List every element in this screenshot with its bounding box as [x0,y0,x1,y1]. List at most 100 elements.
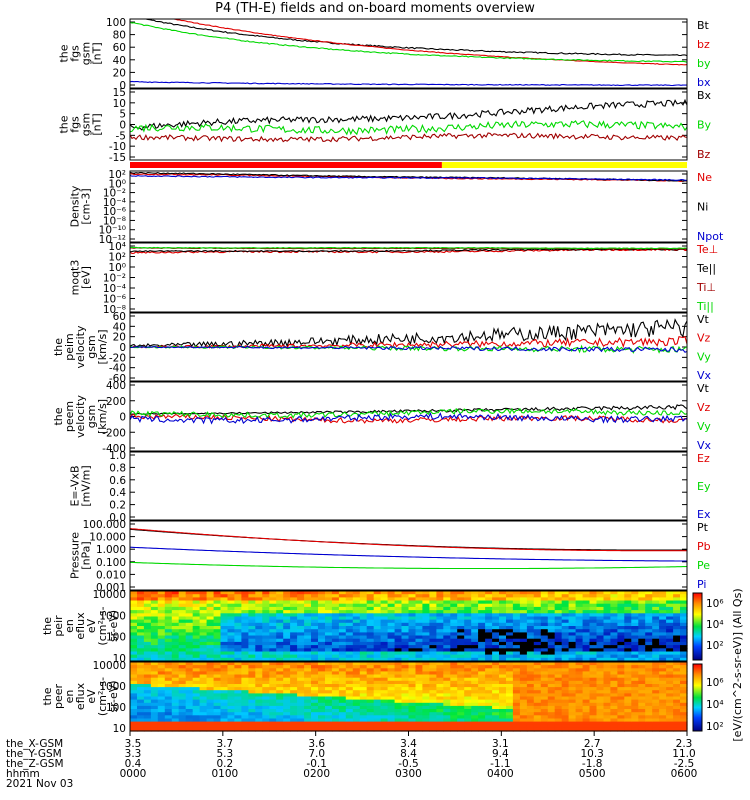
heatmap-cell [680,705,688,710]
heatmap-cell [603,715,612,719]
heatmap-cell [478,671,486,676]
heatmap-cell [220,613,229,618]
heatmap-cell [283,610,291,614]
heatmap-cell [422,632,430,637]
heatmap-cell [185,610,194,614]
heatmap-cell [464,641,472,646]
heatmap-cell [373,684,382,688]
heatmap-cell [638,712,646,716]
heatmap-cell [680,619,688,624]
heatmap-cell [345,616,354,621]
heatmap-cell [331,699,340,704]
heatmap-cell [248,610,256,614]
heatmap-cell [373,727,382,732]
heatmap-cell [234,724,242,729]
heatmap-cell [366,603,375,608]
heatmap-cell [554,687,563,691]
heatmap-cell [589,702,598,707]
heatmap-cell [554,626,563,630]
heatmap-cell [561,693,570,698]
heatmap-cell [673,626,681,630]
heatmap-cell [206,651,215,656]
heatmap-cell [659,654,667,659]
heatmap-cell [227,665,236,669]
heatmap-cell [297,705,305,710]
heatmap-cell [519,718,528,723]
heatmap-cell [408,645,417,649]
heatmap-cell [311,635,319,640]
heatmap-cell [617,705,625,710]
heatmap-cell [227,690,236,694]
heatmap-cell [290,597,298,602]
heatmap-cell [596,724,605,729]
heatmap-cell [171,680,180,685]
heatmap-cell [436,591,444,595]
heatmap-cell [150,616,159,621]
heatmap-cell [582,622,591,627]
heatmap-cell [269,709,277,713]
heatmap-cell [164,690,173,694]
heatmap-cell [164,727,173,732]
heatmap-cell [492,619,500,624]
heatmap-cell [213,662,222,666]
heatmap-cell [617,606,625,611]
heatmap-cell [199,613,208,618]
heatmap-cell [499,606,507,611]
heatmap-cell [485,680,493,685]
heatmap-cell [666,616,674,621]
heatmap-cell [157,674,166,679]
heatmap-cell [506,709,514,713]
heatmap-cell [443,648,451,653]
heatmap-cell [352,657,361,662]
heatmap-cell [352,597,361,602]
heatmap-cell [401,680,410,685]
heatmap-cell [443,674,451,679]
heatmap-cell [554,690,563,694]
heatmap-cell [408,687,417,691]
heatmap-cell [359,651,368,656]
heatmap-cell [526,705,535,710]
heatmap-cell [429,626,437,630]
heatmap-cell [589,606,598,611]
heatmap-cell [248,705,256,710]
heatmap-cell [624,724,632,729]
heatmap-cell [276,600,284,605]
heatmap-cell [673,702,681,707]
heatmap-cell [582,619,591,624]
heatmap-cell [227,600,236,605]
heatmap-cell [157,591,166,595]
heatmap-cell [680,641,688,646]
heatmap-cell [436,684,444,688]
heatmap-cell [359,610,368,614]
heatmap-cell [137,668,145,672]
heatmap-cell [575,690,584,694]
heatmap-cell [673,610,681,614]
heatmap-cell [533,671,542,676]
heatmap-cell [234,693,242,698]
heatmap-cell [325,638,333,643]
heatmap-cell [401,613,410,618]
heatmap-cell [478,690,486,694]
heatmap-cell [150,654,159,659]
heatmap-cell [401,603,410,608]
heatmap-cell [422,699,430,704]
heatmap-cell [283,613,291,618]
heatmap-cell [352,690,361,694]
heatmap-cell [262,671,270,676]
heatmap-cell [645,674,653,679]
heatmap-cell [631,668,639,672]
y-tick-label: 10000 [93,660,126,672]
heatmap-cell [311,651,319,656]
heatmap-cell [526,651,535,656]
heatmap-cell [241,680,249,685]
heatmap-cell [575,648,584,653]
legend-entry: Ni [697,201,708,214]
heatmap-cell [624,693,632,698]
heatmap-cell [471,616,479,621]
heatmap-cell [130,616,138,621]
heatmap-cell [561,712,570,716]
heatmap-cell [457,638,465,643]
heatmap-cell [519,632,528,637]
y-axis-label: velocity [74,395,87,438]
heatmap-cell [464,648,472,653]
